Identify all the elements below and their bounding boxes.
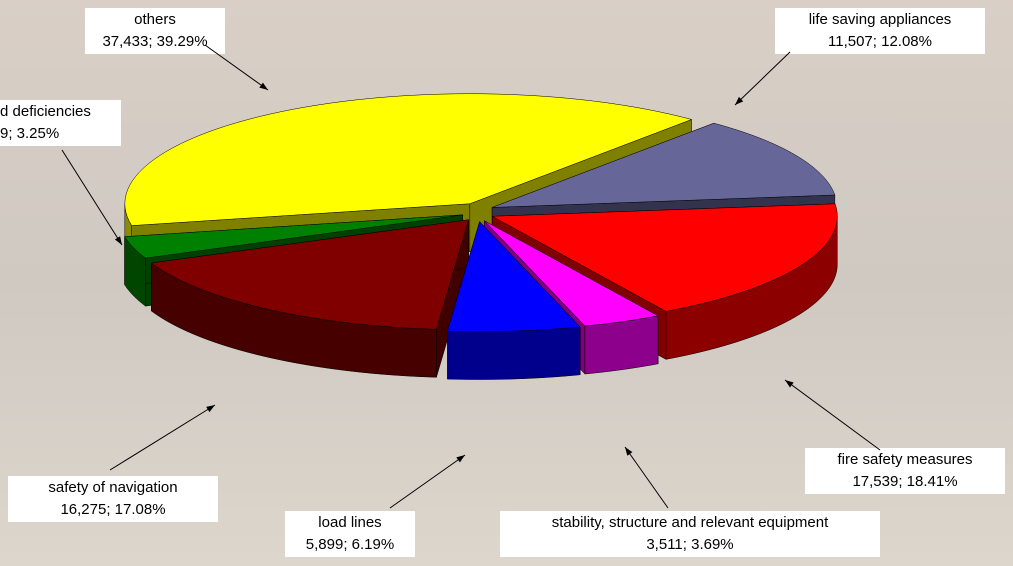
- data-label: 9; 3.25%: [0, 125, 59, 142]
- leader-line: [61, 149, 123, 246]
- label-name: others: [134, 11, 176, 28]
- data-label: 37,433; 39.29%: [102, 33, 207, 50]
- data-label: 17,539; 18.41%: [852, 473, 957, 490]
- leader-arrow: [785, 380, 794, 388]
- slice: [124, 93, 693, 226]
- label-name: fire safety measures: [837, 451, 972, 468]
- label-box: [85, 8, 225, 54]
- leader-line: [624, 446, 669, 509]
- label-box: [8, 476, 218, 522]
- data-label: 3,511; 3.69%: [646, 536, 733, 553]
- leader-arrow: [259, 82, 268, 90]
- slice: [492, 122, 836, 208]
- leader-line: [204, 44, 269, 91]
- label-box: [500, 511, 880, 557]
- label-box: [0, 100, 121, 146]
- leader-arrow: [114, 236, 122, 245]
- slice: [447, 221, 581, 332]
- leader-arrow: [456, 455, 465, 463]
- leader-arrow: [735, 96, 744, 105]
- slice: [150, 219, 469, 330]
- leader-line: [734, 51, 791, 106]
- labels: life saving appliances 11,507; 12.08% fire…: [0, 8, 1005, 557]
- slice: [124, 214, 463, 259]
- data-label: 5,899; 6.19%: [306, 536, 394, 553]
- data-label: 16,275; 17.08%: [60, 501, 165, 518]
- slice-wall: [447, 326, 581, 380]
- label-name: load lines: [318, 514, 381, 531]
- leader-line: [389, 454, 466, 509]
- slice: [491, 203, 838, 312]
- leader-arrow: [206, 405, 215, 413]
- leader-line: [109, 404, 216, 471]
- data-label: 11,507; 12.08%: [828, 33, 932, 50]
- label-name: safety of navigation: [48, 479, 177, 496]
- leader-arrow: [625, 447, 633, 456]
- label-name: stability, structure and relevant equipm…: [552, 514, 829, 531]
- pie: [124, 93, 838, 380]
- label-box: [775, 8, 985, 54]
- label-box: [285, 511, 415, 557]
- slice: [484, 220, 659, 327]
- label-box: [805, 448, 1005, 494]
- label-name: d deficiencies: [0, 103, 91, 120]
- label-name: life saving appliances: [809, 11, 952, 28]
- leader-line: [784, 379, 881, 451]
